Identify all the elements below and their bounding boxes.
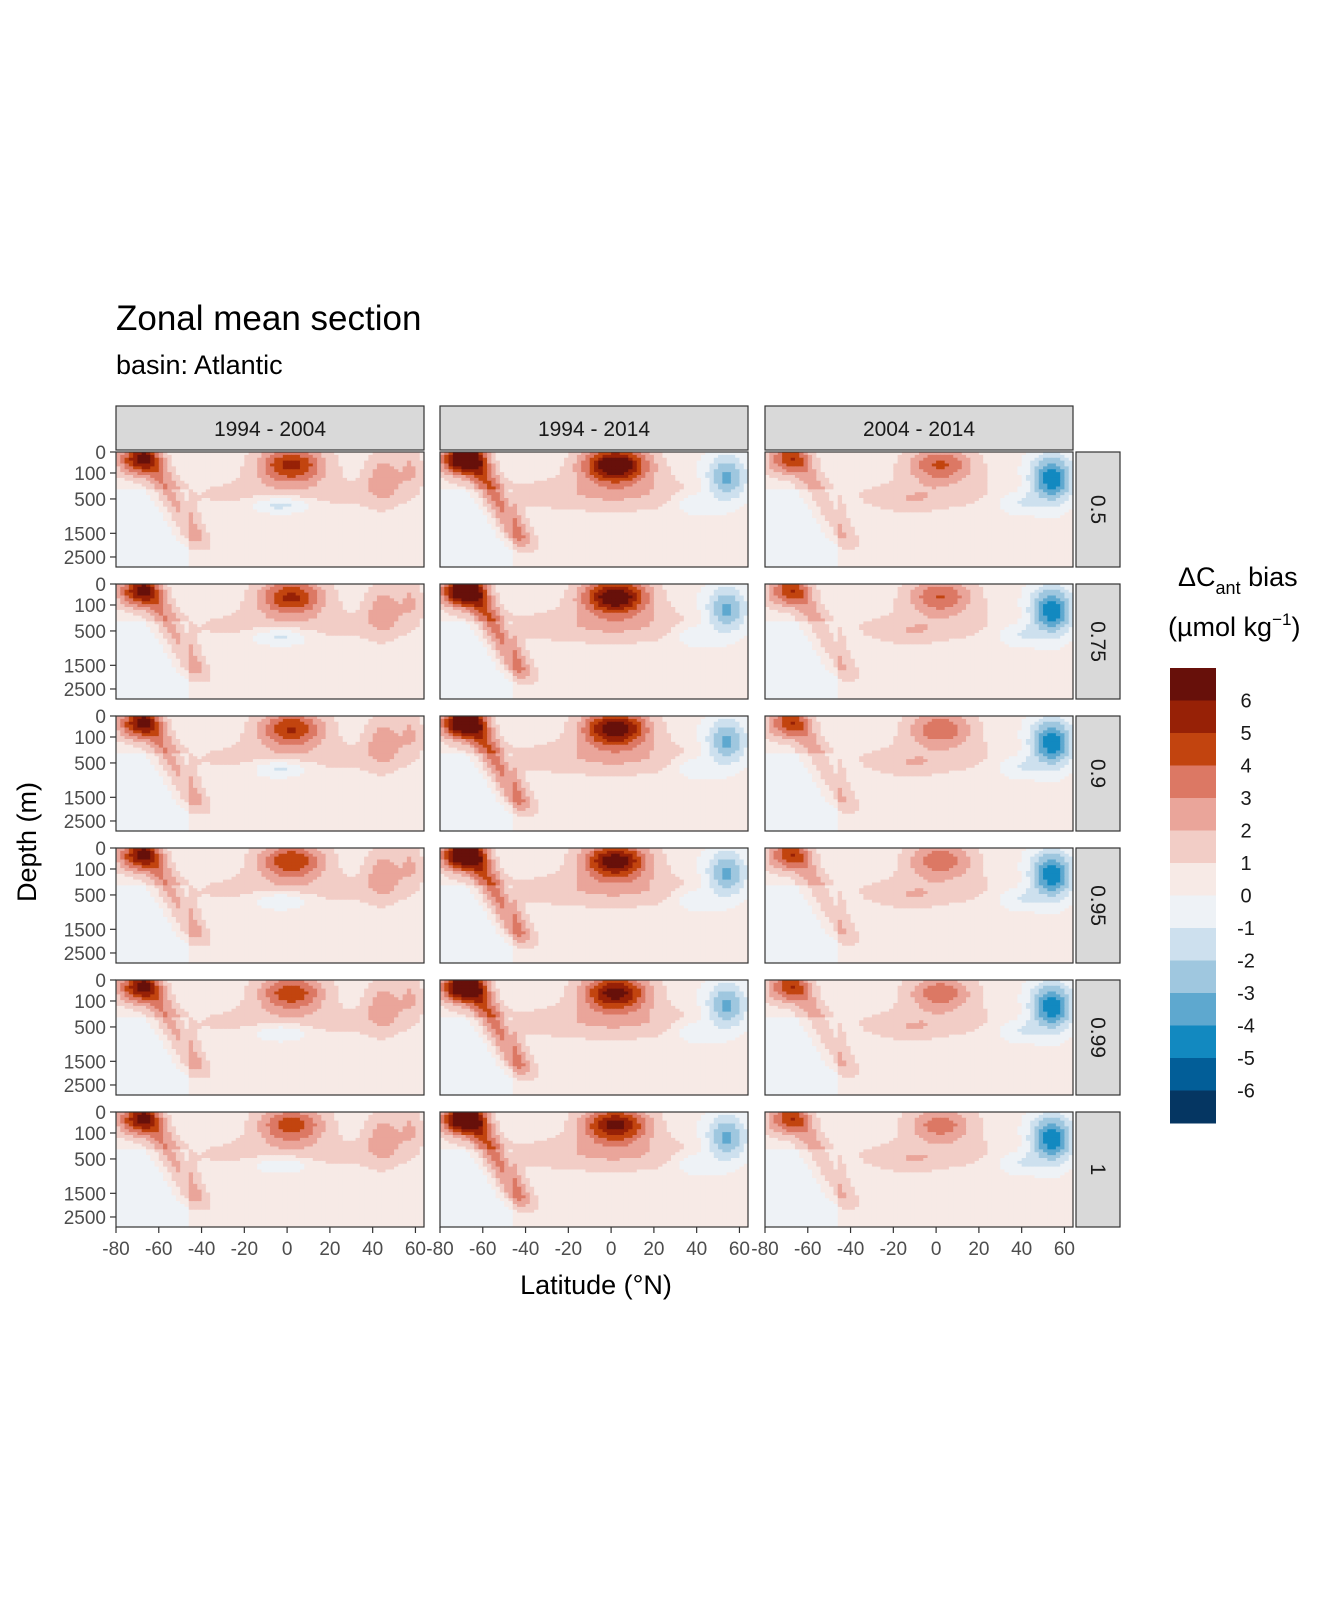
chart-title: Zonal mean section [116,299,421,338]
chart-subtitle: basin: Atlantic [116,350,283,380]
facet-panels [116,452,1074,1228]
chart-canvas: Zonal mean section basin: Atlantic Latit… [0,0,1344,1612]
x-axis-title: Latitude (°N) [520,1270,672,1300]
facet-panel [116,452,425,568]
zonal-mean-section-figure: Zonal mean section basin: Atlantic Latit… [0,0,1344,1612]
y-axis-title: Depth (m) [12,782,42,902]
